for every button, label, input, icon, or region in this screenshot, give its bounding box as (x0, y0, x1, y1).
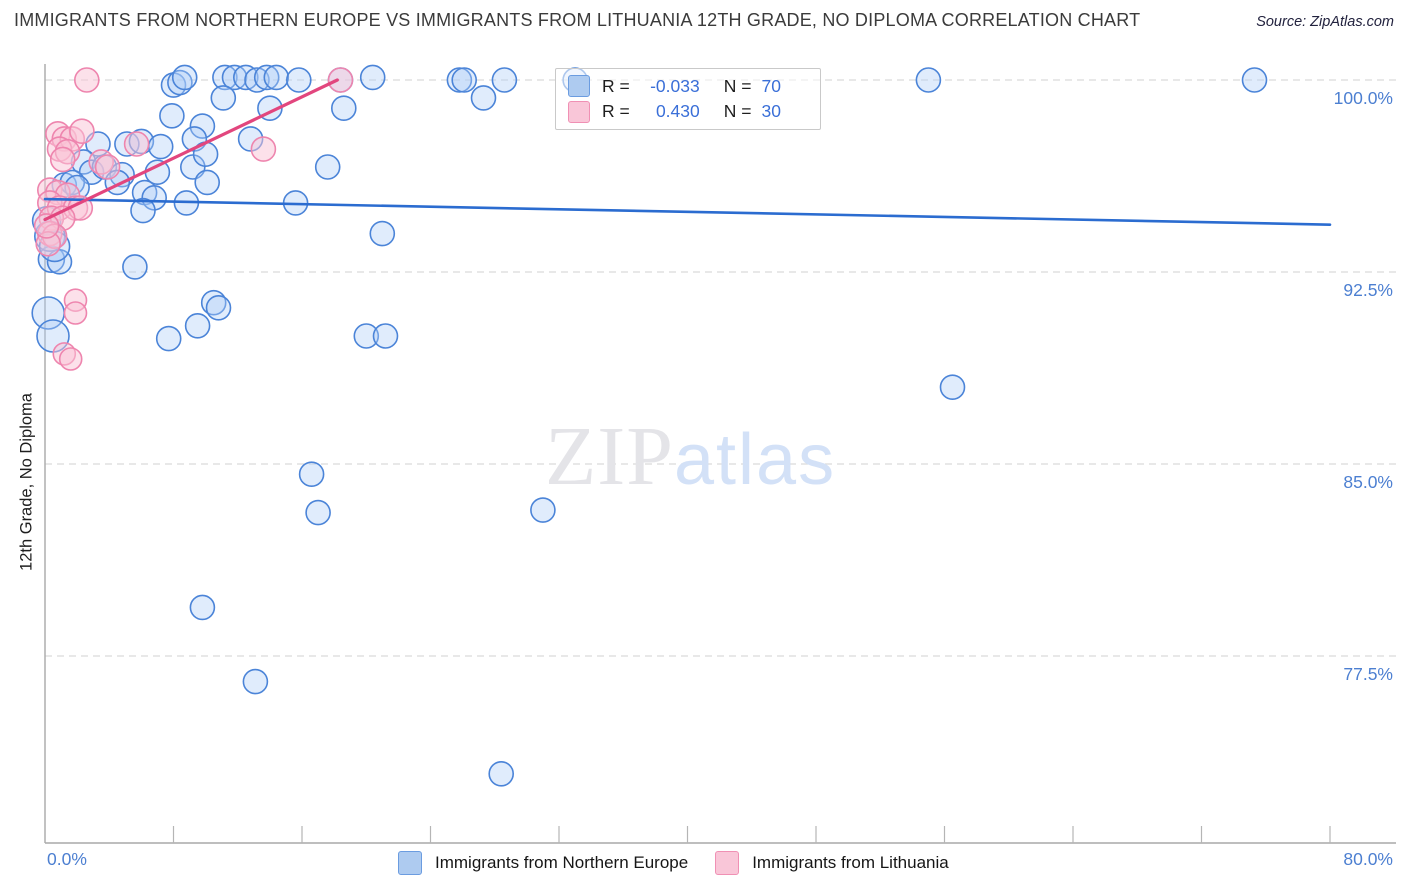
scatter-point-northern-europe[interactable] (242, 668, 269, 695)
source-attribution: Source: ZipAtlas.com (1256, 14, 1394, 30)
legend-row-lithuania[interactable]: R = 0.430 N = 30 (568, 100, 808, 123)
scatter-point-northern-europe[interactable] (253, 64, 280, 91)
y-tick-label: 100.0% (1333, 88, 1393, 108)
y-tick-label: 77.5% (1343, 664, 1393, 684)
scatter-point-northern-europe[interactable] (210, 85, 237, 111)
n-value-blue: 70 (761, 75, 781, 96)
scatter-point-northern-europe[interactable] (171, 64, 198, 91)
scatter-point-northern-europe[interactable] (488, 760, 515, 787)
n-label: N = (723, 101, 752, 122)
scatter-point-northern-europe[interactable] (915, 67, 942, 93)
y-tick-label: 85.0% (1343, 472, 1393, 492)
scatter-point-northern-europe[interactable] (451, 67, 478, 93)
legend-item-northern-europe[interactable]: Immigrants from Northern Europe (398, 851, 688, 875)
legend-item-lithuania[interactable]: Immigrants from Lithuania (715, 851, 949, 875)
scatter-point-northern-europe[interactable] (194, 169, 220, 196)
scatter-point-northern-europe[interactable] (470, 85, 497, 111)
correlation-legend-box: R = -0.033 N = 70 R = 0.430 N = 30 (555, 68, 821, 130)
scatter-point-northern-europe[interactable] (263, 64, 290, 91)
scatter-point-northern-europe[interactable] (189, 594, 216, 621)
scatter-point-northern-europe[interactable] (298, 461, 325, 488)
scatter-point-northern-europe[interactable] (359, 64, 386, 91)
scatter-point-northern-europe[interactable] (244, 67, 270, 93)
scatter-point-northern-europe[interactable] (314, 154, 341, 180)
scatter-point-northern-europe[interactable] (330, 95, 357, 121)
scatter-point-lithuania[interactable] (250, 136, 277, 162)
scatter-point-northern-europe[interactable] (200, 289, 227, 316)
n-value-pink: 30 (761, 101, 781, 122)
scatter-point-lithuania[interactable] (49, 146, 76, 173)
y-tick-label: 92.5% (1343, 280, 1393, 300)
x-axis-max-label: 80.0% (1343, 849, 1393, 869)
scatter-point-lithuania[interactable] (69, 118, 95, 144)
x-axis-min-label: 0.0% (47, 849, 87, 869)
scatter-point-northern-europe[interactable] (372, 323, 399, 349)
blue-series-swatch-icon (568, 75, 590, 98)
scatter-point-lithuania[interactable] (123, 131, 150, 157)
pink-series-swatch-icon (568, 100, 590, 123)
scatter-point-lithuania[interactable] (327, 67, 354, 93)
r-label: R = (602, 101, 630, 122)
legend-label-northern-europe: Immigrants from Northern Europe (435, 853, 689, 872)
scatter-point-northern-europe[interactable] (122, 254, 148, 280)
pink-legend-swatch-icon (715, 851, 740, 875)
scatter-point-lithuania[interactable] (33, 213, 60, 239)
scatter-point-northern-europe[interactable] (212, 64, 238, 91)
page-title: IMMIGRANTS FROM NORTHERN EUROPE VS IMMIG… (14, 10, 1141, 30)
scatter-point-northern-europe[interactable] (305, 499, 331, 526)
scatter-point-northern-europe[interactable] (939, 374, 966, 401)
series-legend: Immigrants from Northern Europe Immigran… (398, 851, 949, 875)
scatter-point-northern-europe[interactable] (205, 294, 232, 321)
r-label: R = (602, 75, 630, 96)
n-label: N = (723, 75, 752, 96)
scatter-point-northern-europe[interactable] (285, 67, 312, 93)
trend-line-northern-europe (43, 197, 1332, 226)
scatter-point-northern-europe[interactable] (369, 220, 396, 247)
scatter-point-lithuania[interactable] (94, 154, 121, 180)
scatter-point-lithuania[interactable] (74, 67, 100, 93)
scatter-point-northern-europe[interactable] (189, 113, 216, 139)
scatter-point-northern-europe[interactable] (491, 67, 518, 93)
scatter-point-lithuania[interactable] (58, 347, 83, 371)
r-value-blue: -0.033 (650, 75, 700, 96)
scatter-point-northern-europe[interactable] (155, 325, 182, 352)
scatter-point-northern-europe[interactable] (130, 197, 156, 224)
r-value-pink: 0.430 (655, 101, 700, 122)
legend-row-northern-europe[interactable]: R = -0.033 N = 70 (568, 75, 808, 98)
legend-label-lithuania: Immigrants from Lithuania (752, 853, 949, 872)
scatter-point-northern-europe[interactable] (159, 103, 185, 129)
scatter-point-northern-europe[interactable] (353, 323, 380, 349)
scatter-point-northern-europe[interactable] (147, 133, 174, 160)
scatter-point-lithuania[interactable] (63, 301, 88, 325)
blue-legend-swatch-icon (398, 851, 422, 875)
scatter-point-northern-europe[interactable] (184, 312, 211, 339)
scatter-point-northern-europe[interactable] (530, 497, 556, 523)
trend-line-lithuania (43, 78, 339, 222)
scatter-point-northern-europe[interactable] (1241, 67, 1268, 93)
